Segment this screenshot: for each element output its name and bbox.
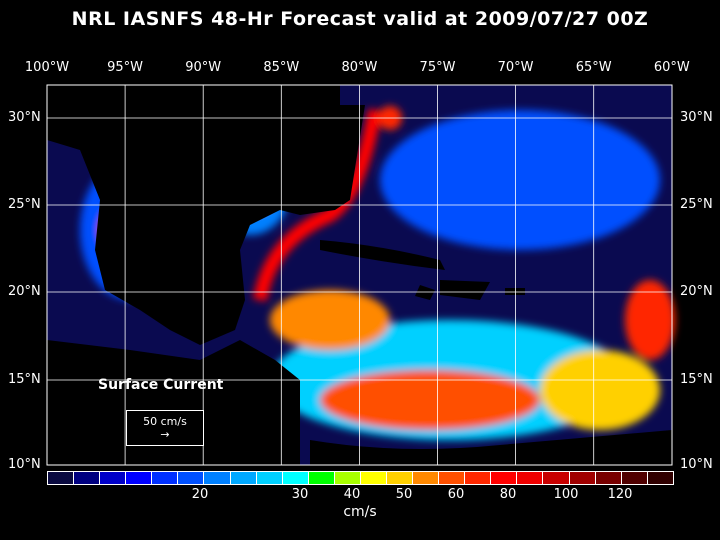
colorbar [47, 471, 674, 485]
colorbar-tick-label: 120 [607, 487, 633, 502]
colorbar-swatch [360, 472, 388, 484]
colorbar-swatch [48, 472, 75, 484]
map-title: NRL IASNFS 48-Hr Forecast valid at 2009/… [71, 8, 649, 30]
lat-label: 30°N [8, 110, 41, 125]
legend-scale-box: 50 cm/s → [126, 410, 204, 446]
colorbar-swatch [152, 472, 179, 484]
colorbar-swatch [413, 472, 440, 484]
colorbar-swatch [308, 472, 335, 484]
lat-label: 10°N [680, 457, 713, 472]
lon-label: 65°W [575, 60, 612, 75]
lat-label: 25°N [680, 197, 713, 212]
lon-label: 100°W [24, 60, 70, 75]
colorbar-swatch [178, 472, 205, 484]
colorbar-tick-label: 40 [343, 487, 361, 502]
lat-label: 20°N [680, 284, 713, 299]
colorbar-tick-label: 50 [395, 487, 413, 502]
colorbar-swatch [74, 472, 101, 484]
lat-label: 25°N [8, 197, 41, 212]
colorbar-tick-label: 30 [291, 487, 309, 502]
colorbar-tick-label: 100 [553, 487, 579, 502]
lon-label: 80°W [341, 60, 378, 75]
colorbar-swatch [517, 472, 544, 484]
colorbar-swatch [204, 472, 231, 484]
lat-label: 15°N [680, 372, 713, 387]
lon-label: 85°W [263, 60, 300, 75]
legend-title: Surface Current [98, 377, 224, 393]
colorbar-unit: cm/s [343, 504, 377, 520]
lat-label: 20°N [8, 284, 41, 299]
colorbar-swatch [621, 472, 648, 484]
lon-label: 70°W [497, 60, 534, 75]
colorbar-swatch [334, 472, 361, 484]
lon-label: 60°W [653, 60, 690, 75]
lon-label: 75°W [419, 60, 456, 75]
colorbar-swatch [595, 472, 622, 484]
colorbar-swatch [543, 472, 570, 484]
colorbar-tick-label: 20 [191, 487, 209, 502]
lat-label: 10°N [8, 457, 41, 472]
graticule [47, 85, 672, 465]
colorbar-swatch [282, 472, 309, 484]
lat-label: 30°N [680, 110, 713, 125]
lon-label: 95°W [107, 60, 144, 75]
colorbar-tick-label: 80 [499, 487, 517, 502]
colorbar-swatch [569, 472, 596, 484]
colorbar-swatch [126, 472, 153, 484]
lon-label: 90°W [185, 60, 222, 75]
colorbar-swatch [647, 472, 673, 484]
colorbar-swatch [230, 472, 257, 484]
colorbar-swatch [256, 472, 283, 484]
legend-scale-label: 50 cm/s [143, 415, 187, 428]
colorbar-swatch [491, 472, 518, 484]
colorbar-swatch [387, 472, 414, 484]
lat-label: 15°N [8, 372, 41, 387]
colorbar-swatch [439, 472, 466, 484]
map-frame [46, 84, 673, 466]
colorbar-swatch [465, 472, 492, 484]
land [47, 85, 672, 465]
arrow-icon: → [160, 428, 170, 441]
colorbar-swatch [100, 472, 127, 484]
colorbar-tick-label: 60 [447, 487, 465, 502]
